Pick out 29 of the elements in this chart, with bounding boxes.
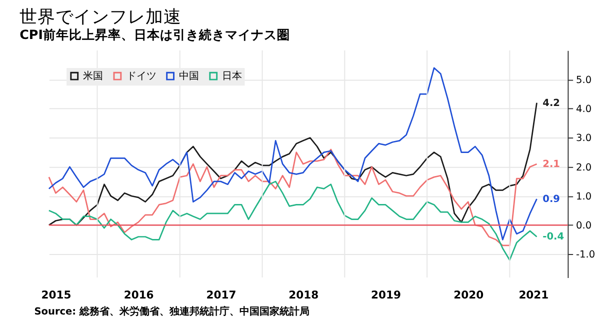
y-tick-label: 0.0 bbox=[576, 220, 592, 232]
line-series bbox=[48, 67, 538, 240]
legend-label: 米国 bbox=[83, 70, 104, 82]
y-tick-label: 1.0 bbox=[576, 191, 592, 202]
chart-subtitle: CPI前年比上昇率、日本は引き続きマイナス圏 bbox=[20, 27, 290, 42]
legend-label: 日本 bbox=[222, 70, 242, 82]
x-tick-label: 2015 bbox=[41, 288, 72, 302]
line-series bbox=[48, 180, 538, 261]
y-tick-label: 5.0 bbox=[576, 74, 592, 86]
y-tick-label: 4.0 bbox=[576, 104, 592, 116]
x-tick-label: 2019 bbox=[371, 288, 401, 302]
x-tick-label: 2021 bbox=[518, 288, 549, 302]
data-label: 0.9 bbox=[542, 194, 560, 205]
legend-label: ドイツ bbox=[126, 71, 156, 82]
line-series bbox=[48, 102, 538, 226]
chart-title: 世界でインフレ加速 bbox=[20, 8, 182, 28]
x-tick-label: 2020 bbox=[454, 288, 484, 302]
y-tick-label: -1.0 bbox=[576, 250, 596, 261]
legend-label: 中国 bbox=[179, 70, 200, 82]
x-tick-label: 2018 bbox=[288, 288, 319, 302]
data-label: 2.1 bbox=[542, 158, 560, 170]
line-series bbox=[48, 148, 538, 246]
x-tick-label: 2017 bbox=[206, 288, 236, 302]
data-label: -0.4 bbox=[542, 232, 564, 243]
source-note: Source: 総務省、米労働省、独連邦統計庁、中国国家統計局 bbox=[34, 306, 310, 318]
y-tick-label: 2.0 bbox=[576, 162, 592, 174]
y-tick-label: 3.0 bbox=[576, 133, 592, 144]
data-label: 4.2 bbox=[542, 98, 560, 109]
x-tick-label: 2016 bbox=[124, 288, 154, 302]
